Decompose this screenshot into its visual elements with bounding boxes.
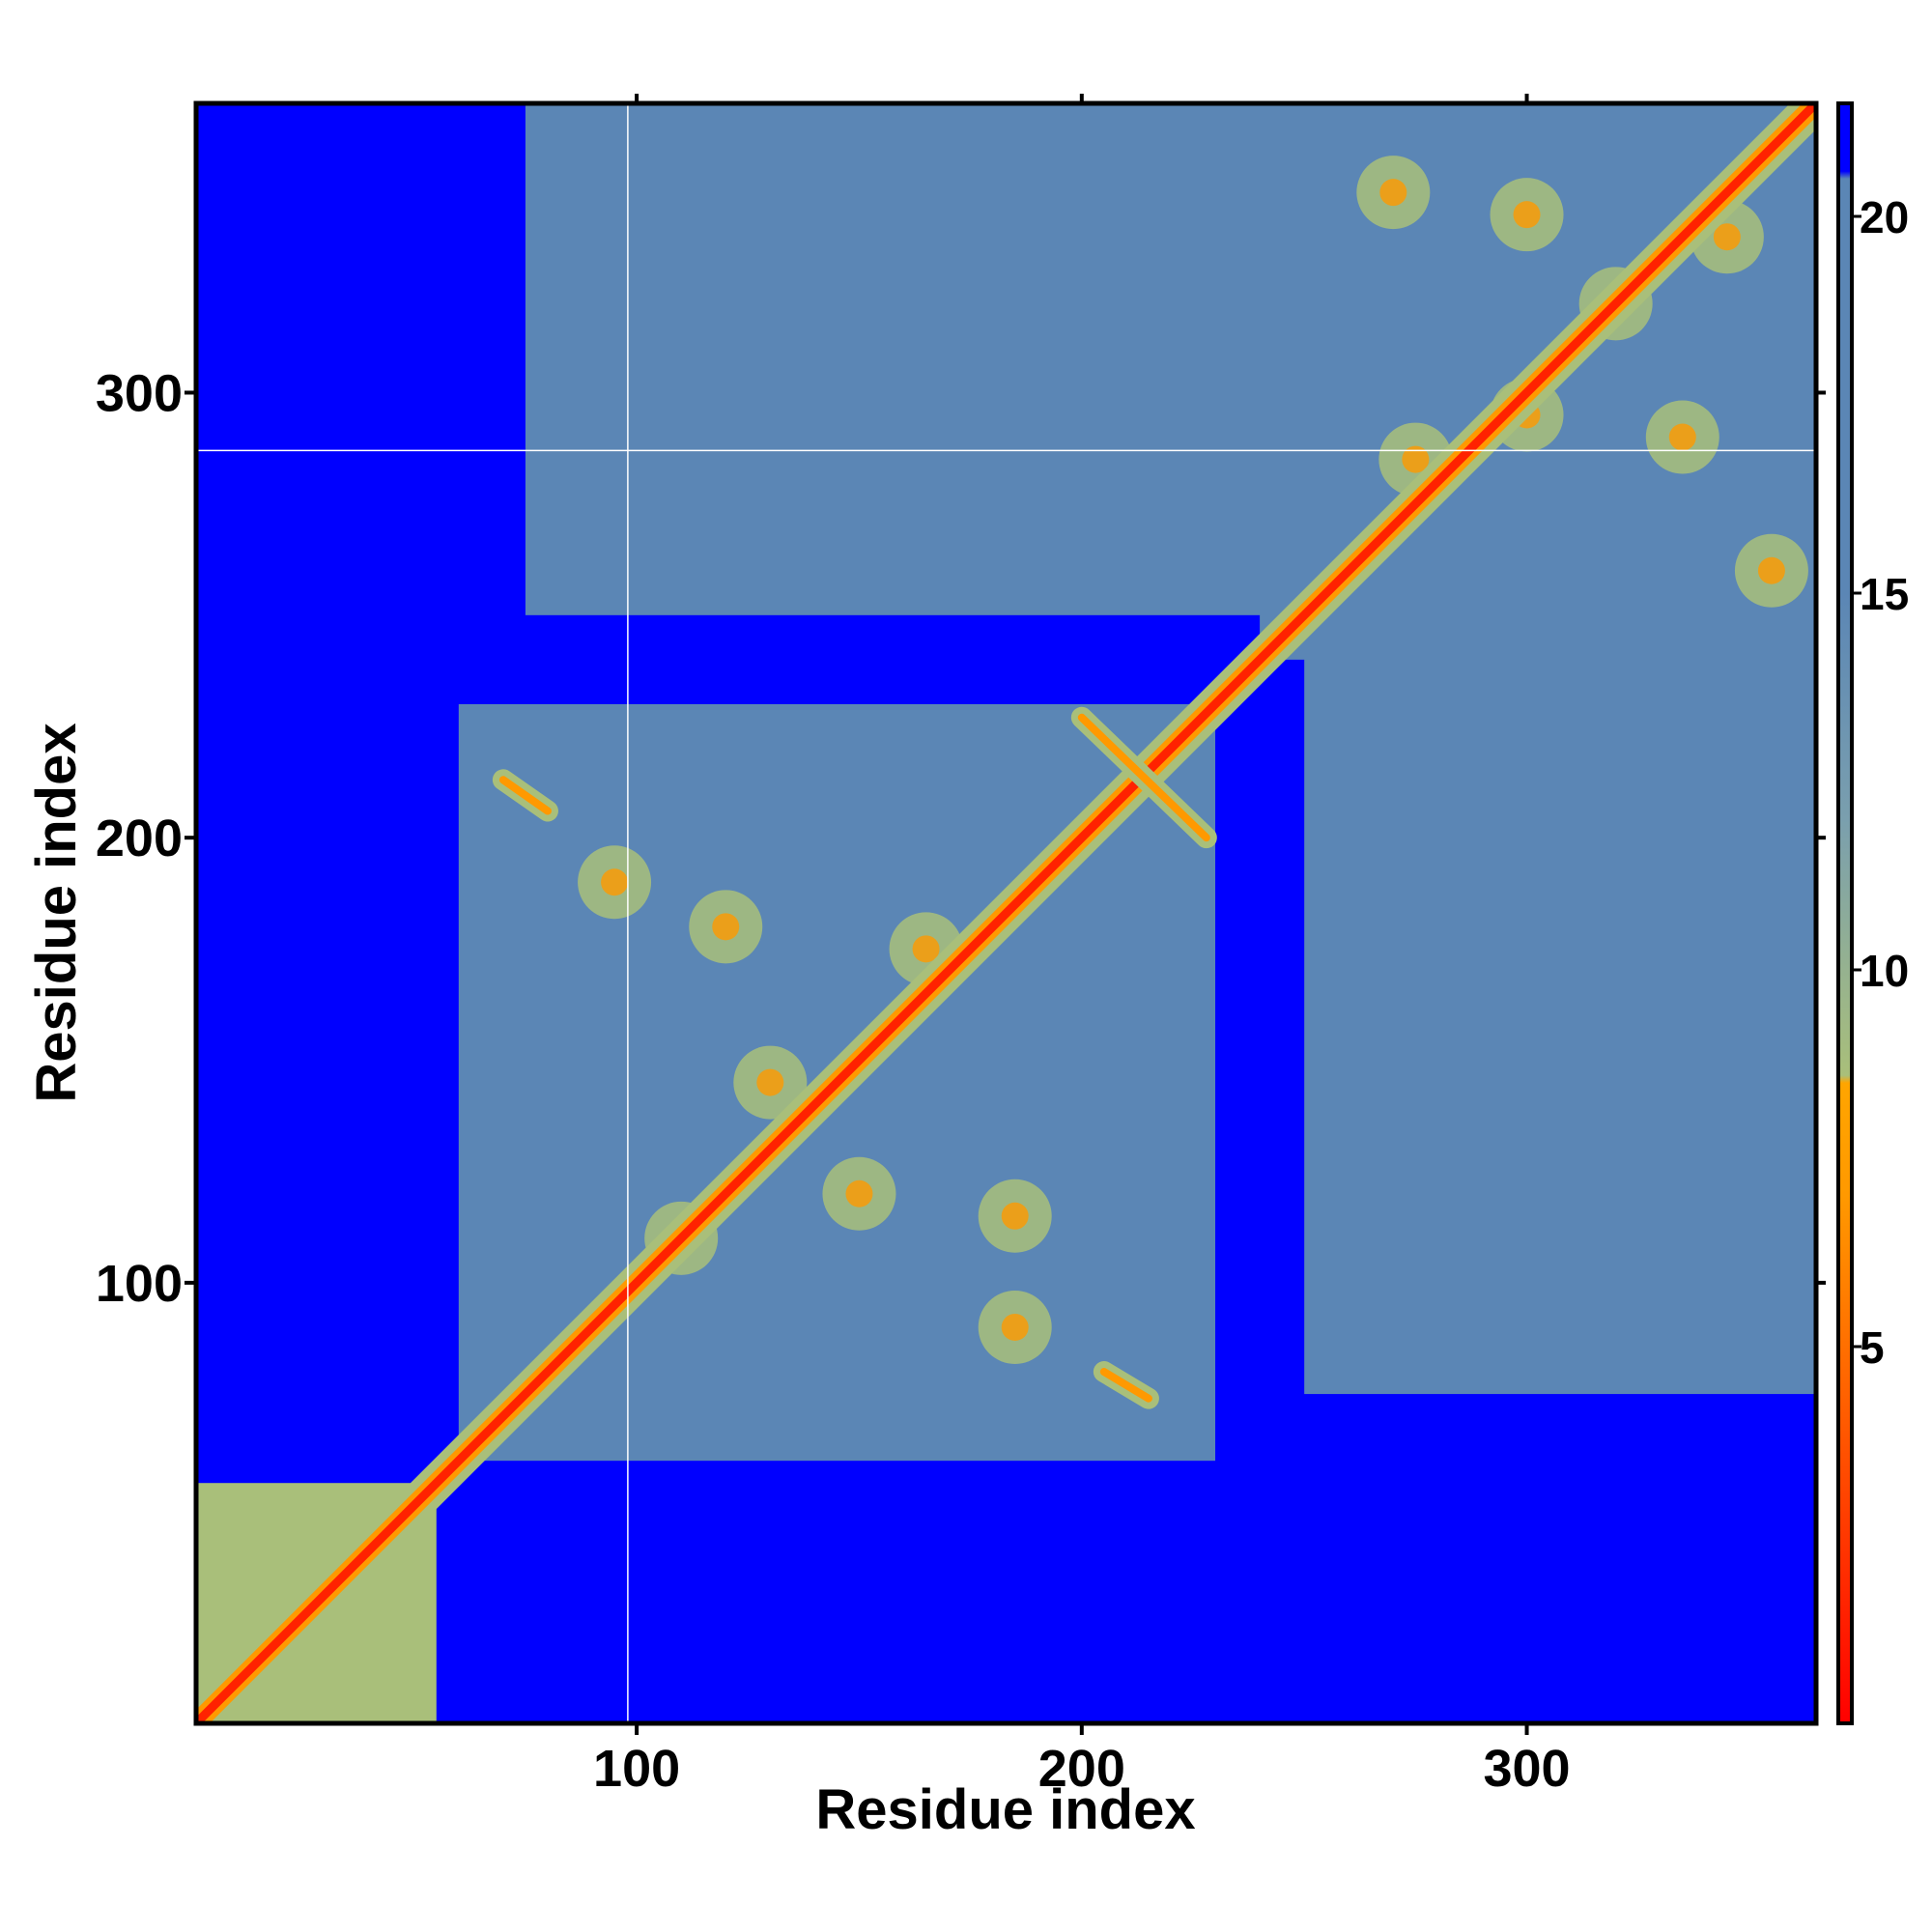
colorbar-tick-label: 20 [1860,192,1909,242]
y-tick-label: 300 [96,364,183,422]
heatmap-cells [196,103,1816,1723]
close-contact-cluster [1001,1313,1029,1341]
antiparallel-strand-core [1099,1368,1152,1403]
x-axis: 100 200 300 [593,94,1571,1798]
close-contact-cluster [912,935,940,963]
close-contact-cluster [1668,423,1696,451]
close-contact-cluster [712,913,740,941]
x-tick-label: 200 [1038,1740,1125,1798]
contact-block [1304,637,1816,1395]
colorbar-tick-label: 5 [1860,1322,1885,1373]
colorbar-tick-label: 10 [1860,946,1909,996]
colorbar-ticks: 5 10 15 20 [1852,192,1909,1373]
close-contact-cluster [1513,201,1541,229]
colorbar-tick-label: 15 [1860,569,1909,619]
x-tick-label: 300 [1483,1740,1570,1798]
close-contact-cluster [845,1179,873,1208]
antiparallel-strand-core [498,776,552,815]
antiparallel-strand-core [1077,713,1210,842]
close-contact-cluster [601,868,629,896]
heatmap-plot-area [196,103,1816,1723]
colorbar: 5 10 15 20 [1836,101,1909,1725]
plot-frame [193,100,1819,1726]
y-axis-title: Residue index [25,723,88,1102]
diagonal-self-contacts [196,103,1816,1723]
y-axis: 100 200 300 [96,364,1826,1313]
close-contact-cluster [1001,1202,1029,1230]
contact-block [525,103,1283,615]
close-contact-cluster [756,1068,784,1096]
y-tick-label: 200 [96,810,183,867]
x-axis-title: Residue index [815,1778,1195,1841]
close-contact-cluster [1402,445,1430,473]
close-contact-cluster [1379,179,1407,207]
y-tick-label: 100 [96,1255,183,1313]
close-contact-cluster [1757,556,1785,584]
colorbar-frame [1836,101,1854,1725]
close-contact-cluster [1713,223,1741,251]
colorbar-gradient [1838,103,1852,1723]
x-tick-label: 100 [593,1740,680,1798]
